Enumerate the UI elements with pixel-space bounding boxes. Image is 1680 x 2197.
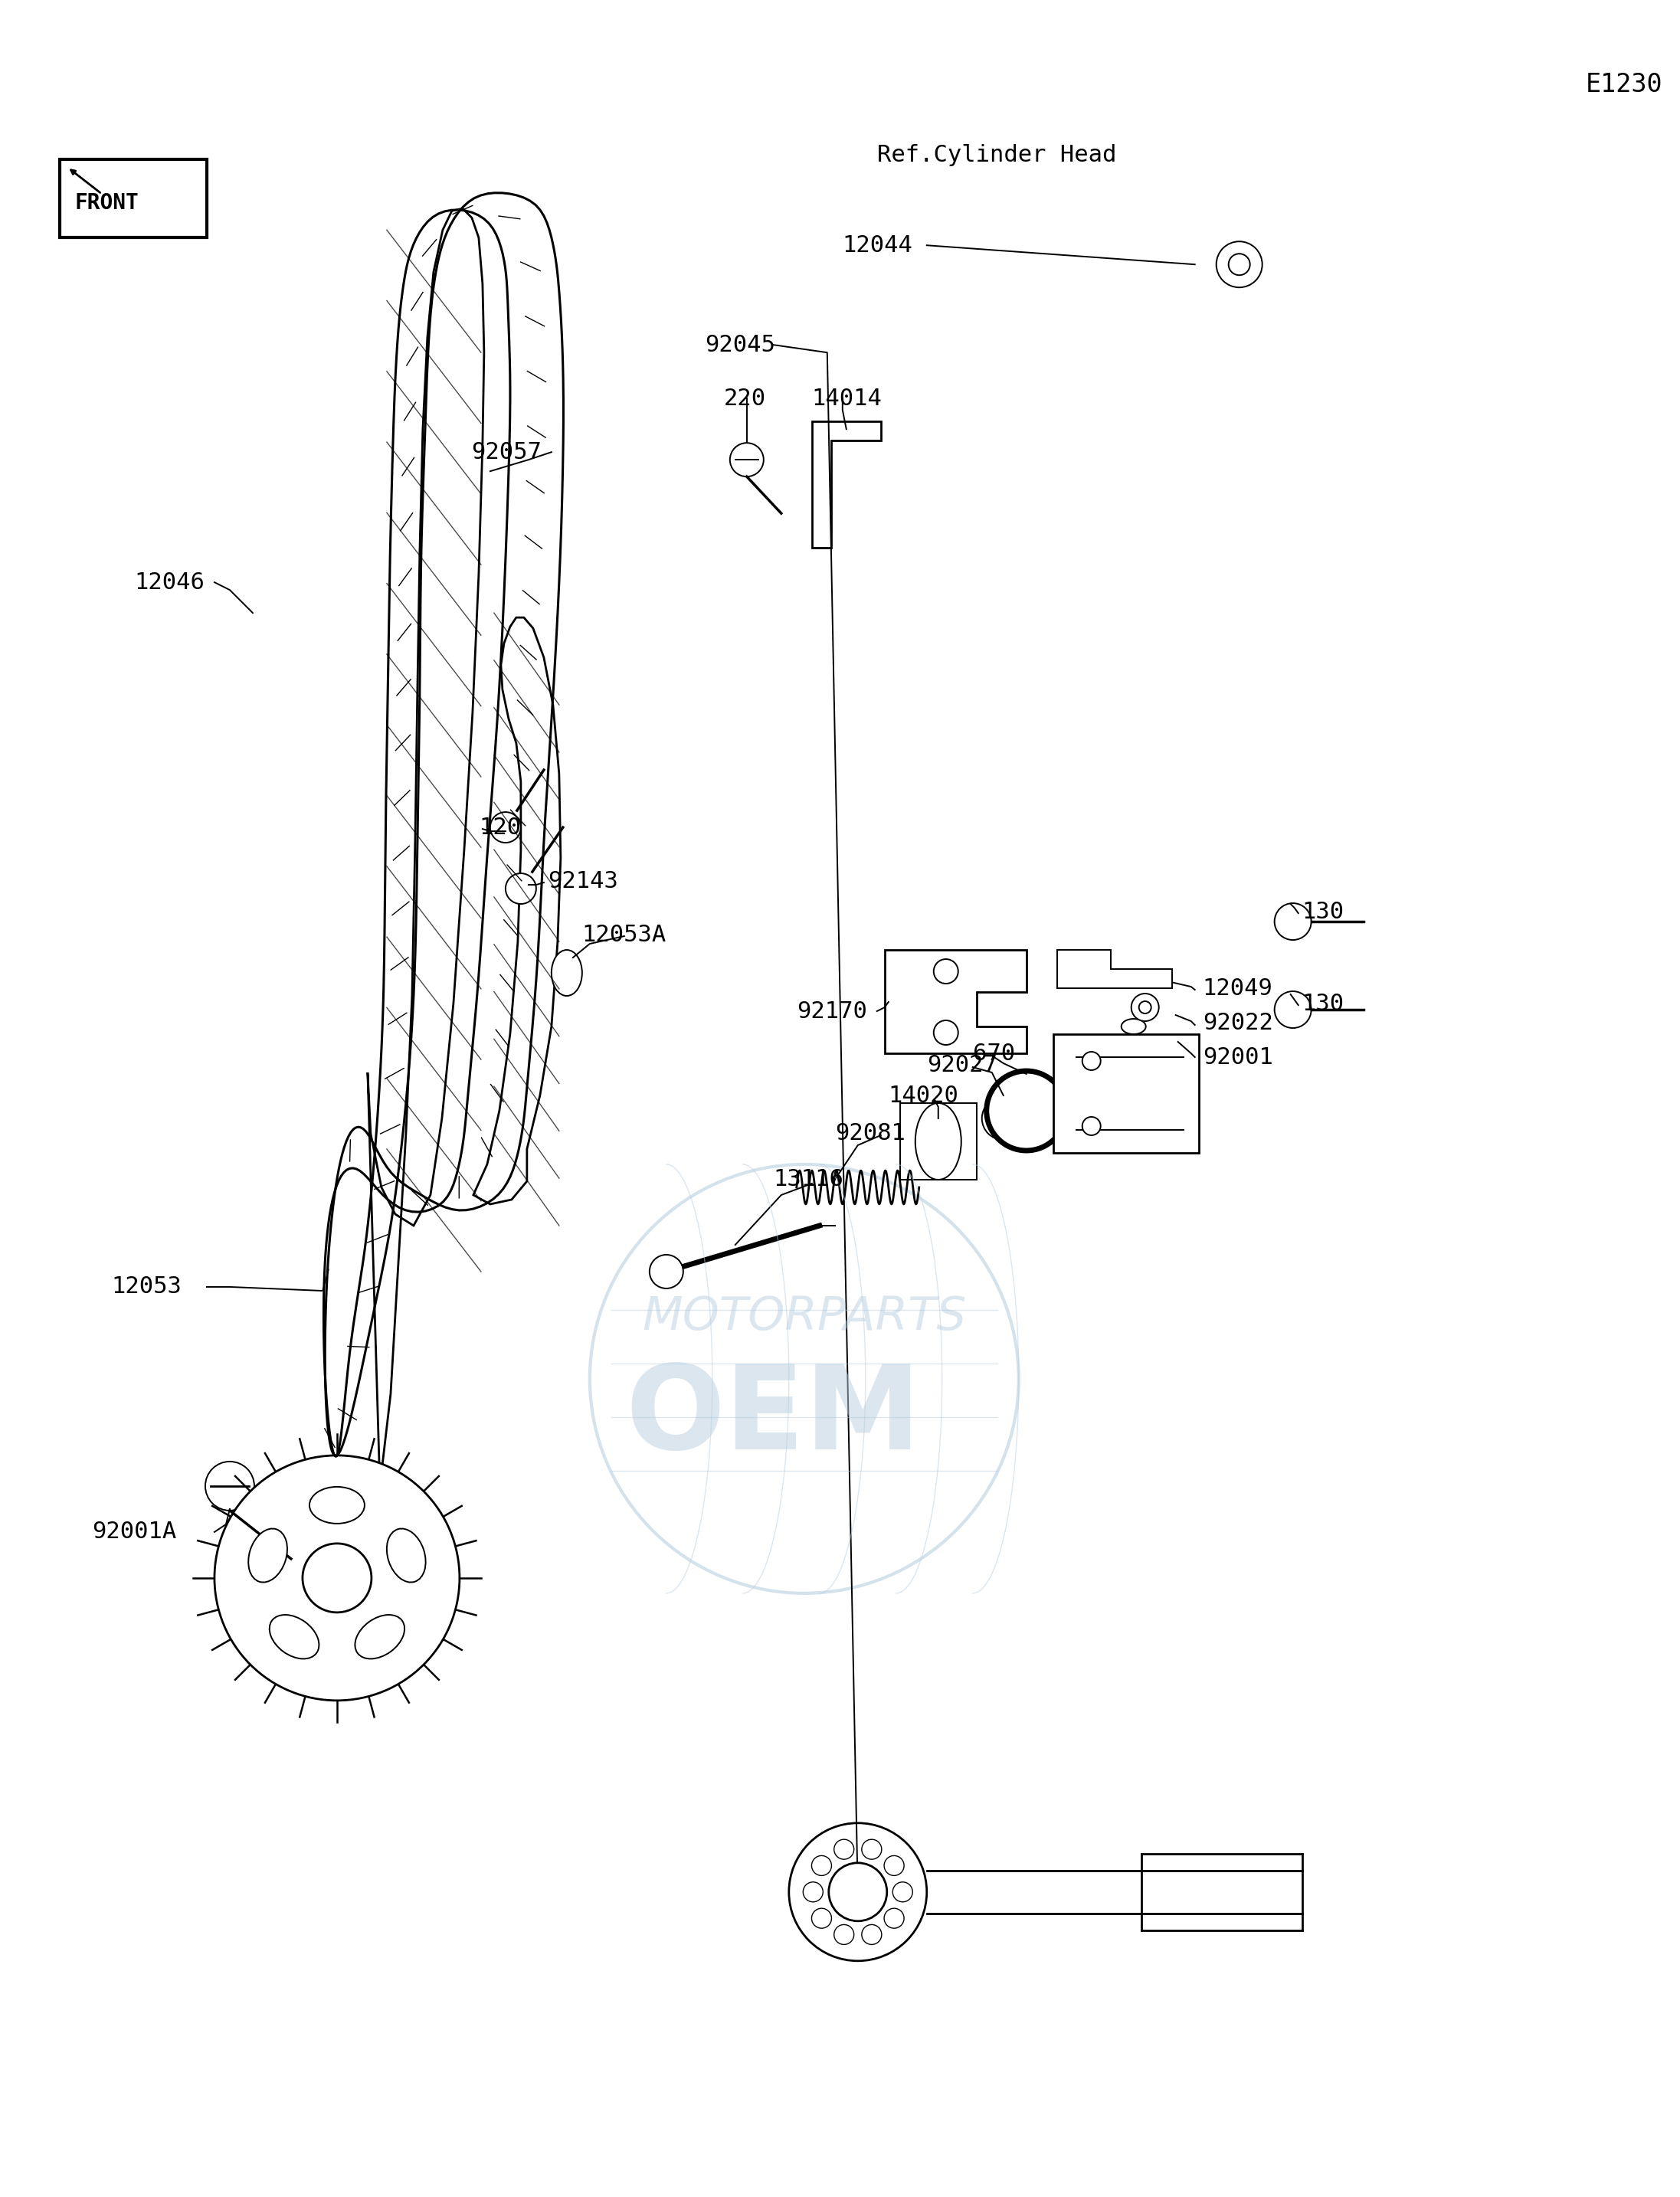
Text: 92045: 92045 <box>704 334 774 356</box>
Circle shape <box>1139 1002 1151 1013</box>
Circle shape <box>1275 991 1312 1028</box>
Text: 12053: 12053 <box>111 1276 181 1298</box>
Text: OEM: OEM <box>625 1360 922 1474</box>
Circle shape <box>811 1909 832 1929</box>
Text: 12046: 12046 <box>134 571 205 593</box>
FancyBboxPatch shape <box>60 160 207 237</box>
Circle shape <box>1131 993 1159 1022</box>
Text: 92022: 92022 <box>1203 1011 1273 1035</box>
Text: 92001A: 92001A <box>92 1520 176 1542</box>
Polygon shape <box>474 617 561 1204</box>
Text: FRONT: FRONT <box>76 193 139 213</box>
Circle shape <box>862 1839 882 1859</box>
Ellipse shape <box>309 1487 365 1523</box>
Circle shape <box>205 1461 254 1512</box>
Circle shape <box>790 1824 927 1962</box>
Ellipse shape <box>551 949 581 995</box>
Text: 92057: 92057 <box>470 442 541 464</box>
Polygon shape <box>1057 949 1173 989</box>
Text: 220: 220 <box>724 387 766 409</box>
Ellipse shape <box>386 1529 425 1582</box>
Text: 12049: 12049 <box>1203 978 1273 1000</box>
Circle shape <box>884 1909 904 1929</box>
Ellipse shape <box>249 1529 287 1582</box>
Polygon shape <box>811 422 880 547</box>
Circle shape <box>884 1856 904 1876</box>
Text: 92027: 92027 <box>927 1055 998 1077</box>
Text: E1230: E1230 <box>1586 73 1663 97</box>
Circle shape <box>803 1883 823 1903</box>
Circle shape <box>506 874 536 903</box>
Circle shape <box>934 960 958 984</box>
Circle shape <box>1216 242 1262 288</box>
Text: Ref.Cylinder Head: Ref.Cylinder Head <box>877 143 1116 167</box>
Circle shape <box>215 1454 460 1700</box>
Circle shape <box>650 1254 684 1287</box>
Circle shape <box>934 1019 958 1046</box>
Text: 12053A: 12053A <box>581 923 667 945</box>
Circle shape <box>986 1070 1067 1151</box>
Polygon shape <box>368 209 484 1485</box>
Circle shape <box>833 1925 853 1944</box>
Circle shape <box>981 1096 1025 1140</box>
Text: 670: 670 <box>973 1041 1015 1063</box>
Circle shape <box>1275 903 1312 940</box>
Text: 92170: 92170 <box>796 1000 867 1022</box>
Ellipse shape <box>916 1103 961 1180</box>
Text: 92001: 92001 <box>1203 1046 1273 1068</box>
Polygon shape <box>885 949 1026 1052</box>
Circle shape <box>302 1544 371 1613</box>
Circle shape <box>833 1839 853 1859</box>
Circle shape <box>1082 1116 1100 1136</box>
Text: 130: 130 <box>1302 901 1344 923</box>
Circle shape <box>491 813 521 844</box>
Circle shape <box>862 1925 882 1944</box>
Text: 92143: 92143 <box>548 870 618 892</box>
Ellipse shape <box>269 1615 319 1659</box>
Text: 12044: 12044 <box>842 235 912 257</box>
Circle shape <box>892 1883 912 1903</box>
Text: 120: 120 <box>479 817 521 839</box>
Text: 13116: 13116 <box>773 1169 843 1191</box>
Bar <box>1053 1035 1198 1153</box>
Text: 14020: 14020 <box>889 1085 959 1107</box>
Circle shape <box>1228 253 1250 275</box>
Text: 14014: 14014 <box>811 387 882 409</box>
Ellipse shape <box>1121 1019 1146 1035</box>
Circle shape <box>828 1863 887 1920</box>
Text: 92081: 92081 <box>835 1123 906 1145</box>
Circle shape <box>811 1856 832 1876</box>
Ellipse shape <box>354 1615 405 1659</box>
Circle shape <box>729 444 764 477</box>
Text: 130: 130 <box>1302 993 1344 1015</box>
Text: MOTORPARTS: MOTORPARTS <box>642 1294 966 1340</box>
Circle shape <box>1082 1052 1100 1070</box>
